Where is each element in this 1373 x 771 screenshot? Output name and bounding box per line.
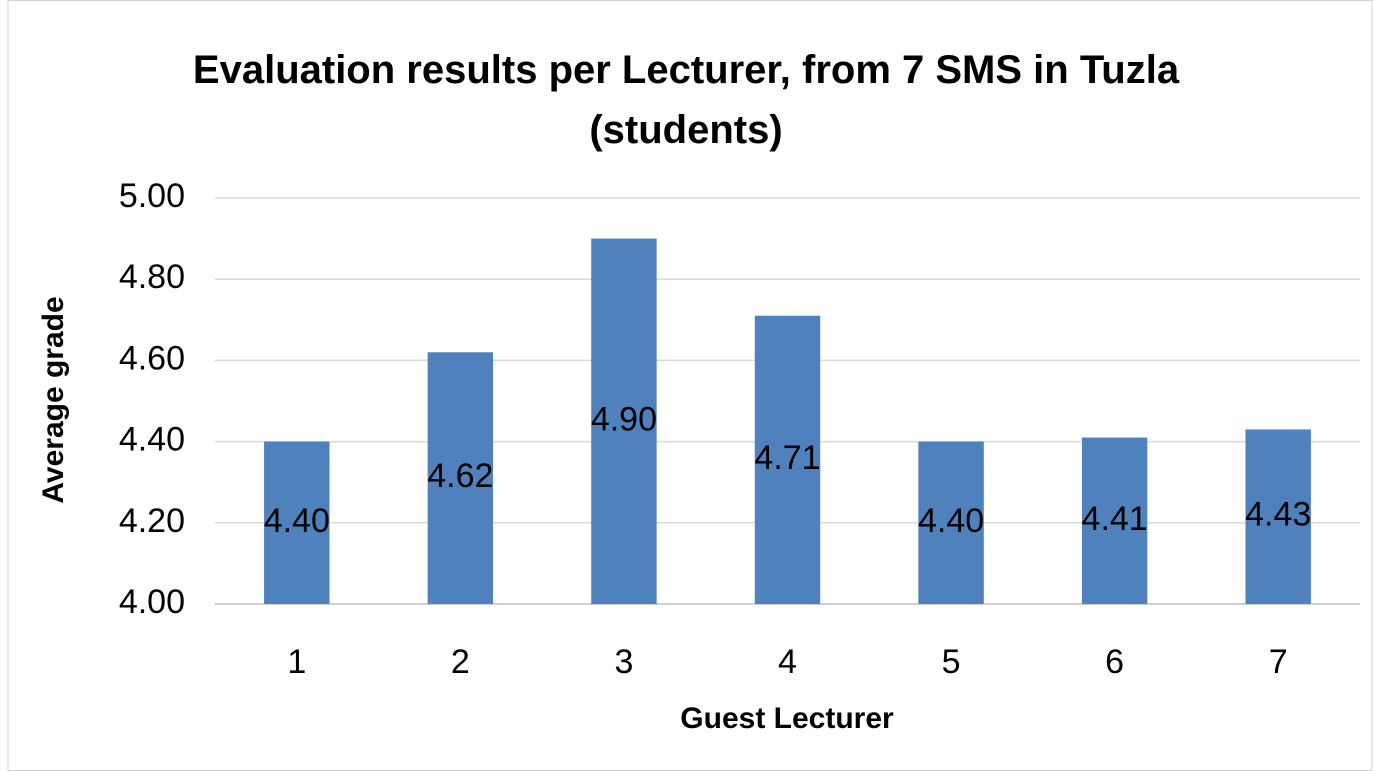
y-tick-label: 4.40 (119, 421, 185, 459)
x-tick-label: 2 (451, 643, 470, 681)
data-label: 4.41 (1082, 500, 1148, 538)
chart-title: Evaluation results per Lecturer, from 7 … (192, 48, 1180, 152)
x-tick-label: 7 (1269, 643, 1288, 681)
bar (754, 315, 821, 604)
y-tick-label: 5.00 (119, 177, 185, 215)
x-tick-label: 4 (778, 643, 797, 681)
bar (918, 441, 984, 604)
x-tick-label: 5 (942, 643, 961, 681)
x-axis-label: Guest Lecturer (680, 702, 894, 735)
data-label: 4.43 (1245, 496, 1311, 534)
y-tick-label: 4.20 (119, 502, 185, 540)
x-tick-label: 3 (614, 643, 633, 681)
bar (427, 352, 494, 604)
y-axis-label: Average grade (37, 296, 70, 503)
bar (264, 441, 330, 604)
bar (1245, 429, 1311, 604)
x-tick-label: 1 (287, 643, 306, 681)
bar (1081, 437, 1148, 604)
y-tick-label: 4.60 (119, 339, 185, 377)
data-label: 4.90 (591, 400, 657, 438)
y-tick-label: 4.80 (119, 258, 185, 296)
data-label: 4.71 (754, 439, 820, 477)
bar (591, 238, 657, 604)
data-label: 4.40 (264, 502, 330, 540)
y-tick-label: 4.00 (119, 583, 185, 621)
data-label: 4.40 (918, 502, 984, 540)
x-tick-label: 6 (1105, 643, 1124, 681)
data-label: 4.62 (427, 457, 493, 495)
